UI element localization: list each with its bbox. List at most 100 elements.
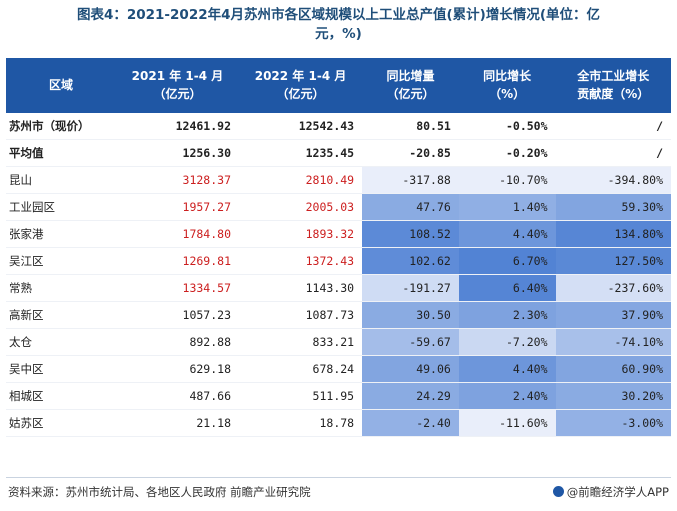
header-text: 同比增长 [483, 68, 532, 83]
increase-cell: -20.85 [362, 139, 459, 167]
value-2021-cell: 1784.80 [115, 220, 239, 248]
growth-cell: 4.40% [458, 220, 556, 248]
region-cell: 姑苏区 [6, 409, 116, 437]
increase-cell: -2.40 [362, 409, 459, 437]
region-cell: 吴江区 [6, 247, 116, 275]
header-text: （%） [489, 86, 526, 101]
contribution-cell: -3.00% [555, 409, 671, 437]
header-text: 2021 年 1-4 月 [131, 68, 224, 83]
contribution-cell: -74.10% [555, 328, 671, 356]
increase-cell: -317.88 [362, 166, 459, 194]
value-2021-cell: 1269.81 [115, 247, 239, 275]
header-text: 区域 [48, 77, 73, 92]
region-cell: 平均值 [6, 139, 116, 167]
table-title: 图表4：2021-2022年4月苏州市各区域规模以上工业总产值(累计)增长情况(… [6, 6, 671, 44]
growth-cell: -10.70% [458, 166, 556, 194]
table-row: 相城区 487.66 511.95 24.29 2.40% 30.20% [6, 382, 671, 410]
growth-cell: -11.60% [458, 409, 556, 437]
growth-cell: -7.20% [458, 328, 556, 356]
contribution-cell: -394.80% [555, 166, 671, 194]
value-2021-cell: 3128.37 [115, 166, 239, 194]
region-cell: 高新区 [6, 301, 116, 329]
contribution-cell: / [555, 139, 671, 167]
header-text: （亿元） [276, 86, 325, 101]
increase-cell: -59.67 [362, 328, 459, 356]
region-cell: 吴中区 [6, 355, 116, 383]
table-row: 工业园区 1957.27 2005.03 47.76 1.40% 59.30% [6, 193, 671, 221]
table-row: 昆山 3128.37 2810.49 -317.88 -10.70% -394.80% [6, 166, 671, 194]
value-2022-cell: 1372.43 [239, 247, 363, 275]
region-cell: 昆山 [6, 166, 116, 194]
table-row: 常熟 1334.57 1143.30 -191.27 6.40% -237.60% [6, 274, 671, 302]
footer-source: 资料来源：苏州市统计局、各地区人民政府 前瞻产业研究院 [8, 485, 311, 499]
growth-cell: 6.70% [458, 247, 556, 275]
region-cell: 苏州市（现价） [6, 111, 116, 140]
value-2022-cell: 2005.03 [239, 193, 363, 221]
increase-cell: 24.29 [362, 382, 459, 410]
table-body: 苏州市（现价） 12461.92 12542.43 80.51 -0.50% / 平均值 12… [6, 111, 671, 437]
footer-divider [6, 477, 671, 478]
table-row: 吴中区 629.18 678.24 49.06 4.40% 60.90% [6, 355, 671, 383]
table-row: 太仓 892.88 833.21 -59.67 -7.20% -74.10% [6, 328, 671, 356]
value-2022-cell: 1087.73 [239, 301, 363, 329]
growth-cell: 6.40% [458, 274, 556, 302]
value-2021-cell: 629.18 [115, 355, 239, 383]
header-row: 区域 2021 年 1-4 月 （亿元） 2022 年 1-4 月 （亿元） 同比增… [6, 58, 671, 112]
growth-cell: 2.30% [458, 301, 556, 329]
value-2022-cell: 2810.49 [239, 166, 363, 194]
header-contribution: 全市工业增长 贡献度（%） [555, 58, 671, 112]
increase-cell: 80.51 [362, 111, 459, 140]
value-2021-cell: 21.18 [115, 409, 239, 437]
value-2021-cell: 487.66 [115, 382, 239, 410]
header-text: （亿元） [153, 86, 202, 101]
header-text: （亿元） [386, 86, 435, 101]
region-cell: 相城区 [6, 382, 116, 410]
value-2022-cell: 1235.45 [239, 139, 363, 167]
table-row: 苏州市（现价） 12461.92 12542.43 80.51 -0.50% / [6, 111, 671, 140]
value-2022-cell: 833.21 [239, 328, 363, 356]
contribution-cell: 59.30% [555, 193, 671, 221]
value-2021-cell: 12461.92 [115, 111, 239, 140]
header-text: 2022 年 1-4 月 [254, 68, 347, 83]
increase-cell: 47.76 [362, 193, 459, 221]
value-2022-cell: 1143.30 [239, 274, 363, 302]
title-line-2: 元，%) [315, 26, 362, 42]
increase-cell: -191.27 [362, 274, 459, 302]
value-2021-cell: 1334.57 [115, 274, 239, 302]
footer: 资料来源：苏州市统计局、各地区人民政府 前瞻产业研究院 @前瞻经济学人APP [8, 484, 669, 500]
header-text: 同比增量 [386, 68, 435, 83]
header-text: 贡献度（%） [577, 86, 650, 101]
region-cell: 太仓 [6, 328, 116, 356]
data-table: 区域 2021 年 1-4 月 （亿元） 2022 年 1-4 月 （亿元） 同比增… [6, 58, 671, 437]
value-2021-cell: 892.88 [115, 328, 239, 356]
contribution-cell: 127.50% [555, 247, 671, 275]
region-cell: 常熟 [6, 274, 116, 302]
increase-cell: 108.52 [362, 220, 459, 248]
growth-cell: -0.50% [458, 111, 556, 140]
contribution-cell: 134.80% [555, 220, 671, 248]
value-2022-cell: 12542.43 [239, 111, 363, 140]
header-growth: 同比增长 （%） [458, 58, 556, 112]
title-line-1: 图表4：2021-2022年4月苏州市各区域规模以上工业总产值(累计)增长情况(… [76, 7, 601, 23]
value-2021-cell: 1256.30 [115, 139, 239, 167]
table-row: 吴江区 1269.81 1372.43 102.62 6.70% 127.50% [6, 247, 671, 275]
header-increase: 同比增量 （亿元） [362, 58, 459, 112]
growth-cell: 2.40% [458, 382, 556, 410]
contribution-cell: / [555, 111, 671, 140]
footer-brand-text: @前瞻经济学人APP [566, 485, 669, 499]
contribution-cell: 37.90% [555, 301, 671, 329]
growth-cell: -0.20% [458, 139, 556, 167]
increase-cell: 49.06 [362, 355, 459, 383]
footer-brand: @前瞻经济学人APP [552, 484, 669, 500]
header-2022: 2022 年 1-4 月 （亿元） [239, 58, 363, 112]
region-cell: 工业园区 [6, 193, 116, 221]
region-cell: 张家港 [6, 220, 116, 248]
table-row: 平均值 1256.30 1235.45 -20.85 -0.20% / [6, 139, 671, 167]
header-region: 区域 [6, 58, 116, 112]
growth-cell: 1.40% [458, 193, 556, 221]
value-2021-cell: 1957.27 [115, 193, 239, 221]
brand-logo-icon [552, 486, 564, 497]
header-text: 全市工业增长 [577, 68, 650, 83]
contribution-cell: 30.20% [555, 382, 671, 410]
header-2021: 2021 年 1-4 月 （亿元） [115, 58, 239, 112]
